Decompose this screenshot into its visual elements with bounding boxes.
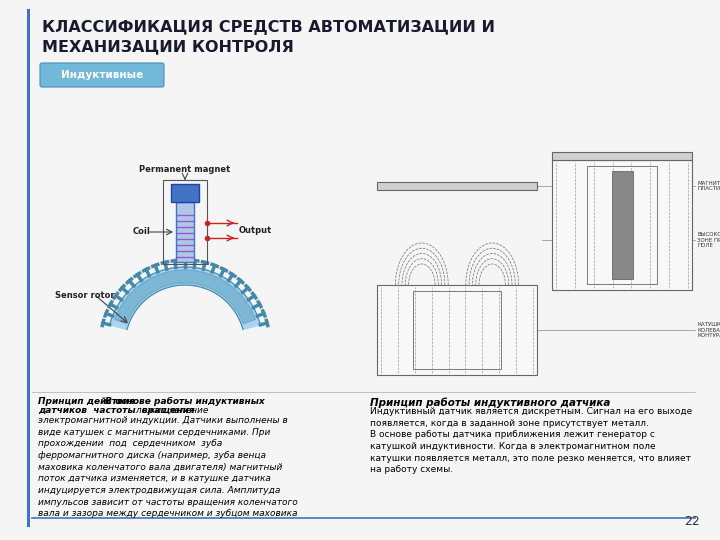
Text: 22: 22 [684,515,700,528]
Text: КЛАССИФИКАЦИЯ СРЕДСТВ АВТОМАТИЗАЦИИ И
МЕХАНИЗАЦИИ КОНТРОЛЯ: КЛАССИФИКАЦИЯ СРЕДСТВ АВТОМАТИЗАЦИИ И МЕ… [42,20,495,54]
Text: ВЫСОКОЧАСТОТНОЕ
ЗОНЕ ПРИБЛИЖЕНИЯ
ПОЛЕ: ВЫСОКОЧАСТОТНОЕ ЗОНЕ ПРИБЛИЖЕНИЯ ПОЛЕ [697,232,720,248]
Text: В основе работы индуктивных: В основе работы индуктивных [102,397,265,406]
Text: Индуктивные: Индуктивные [61,70,143,80]
Text: электромагнитной индукции. Датчики выполнены в
виде катушек с магнитными сердечн: электромагнитной индукции. Датчики выпол… [38,416,298,518]
Text: КАТУШКА
КОЛЕБАТЕЛЬНОГО
КОНТУРА: КАТУШКА КОЛЕБАТЕЛЬНОГО КОНТУРА [697,322,720,338]
FancyBboxPatch shape [377,285,537,375]
Text: Принцип действия.: Принцип действия. [38,397,138,406]
Text: Coil: Coil [133,227,151,237]
Text: Индуктивный датчик является дискретным. Сигнал на его выходе
появляется, когда в: Индуктивный датчик является дискретным. … [370,407,692,474]
Text: Принцип работы индуктивного датчика: Принцип работы индуктивного датчика [370,397,611,408]
FancyBboxPatch shape [40,63,164,87]
Polygon shape [109,267,261,329]
FancyBboxPatch shape [552,152,692,160]
Text: Sensor rotor: Sensor rotor [55,291,114,300]
FancyBboxPatch shape [611,171,632,279]
FancyBboxPatch shape [176,202,194,262]
FancyBboxPatch shape [552,160,692,290]
Text: Output: Output [239,226,272,235]
FancyBboxPatch shape [377,182,537,190]
FancyBboxPatch shape [171,184,199,202]
Text: датчиков  частоты  вращения: датчиков частоты вращения [38,406,194,415]
Text: лежит явление: лежит явление [133,406,208,415]
Text: Permanent magnet: Permanent magnet [140,165,230,174]
Polygon shape [114,270,256,324]
Text: МАГНИТНАЯ
ПЛАСТИНА: МАГНИТНАЯ ПЛАСТИНА [697,180,720,191]
